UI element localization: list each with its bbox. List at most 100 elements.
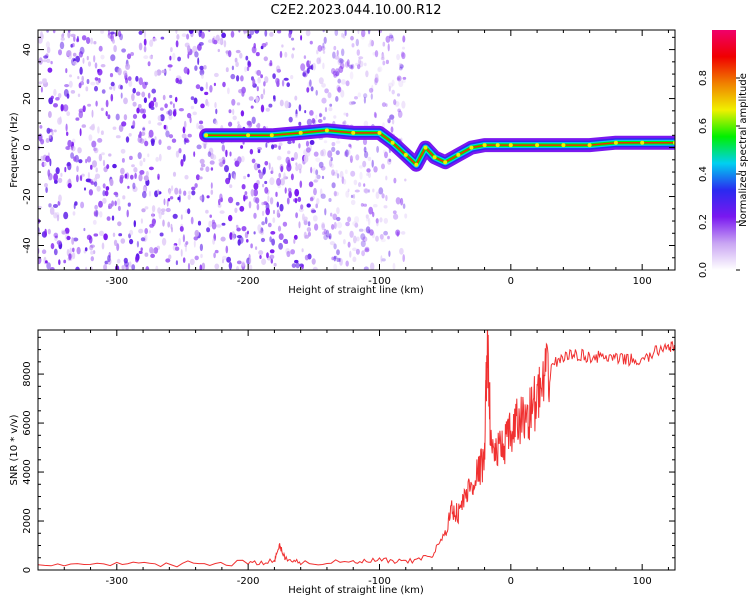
noise-speckle <box>303 216 308 221</box>
noise-speckle <box>211 221 217 230</box>
noise-speckle <box>98 200 103 208</box>
noise-speckle <box>251 158 256 164</box>
noise-speckle <box>85 158 88 164</box>
noise-speckle <box>77 93 81 98</box>
noise-speckle <box>373 111 377 118</box>
noise-speckle <box>252 78 256 87</box>
noise-speckle <box>387 235 390 240</box>
noise-speckle <box>331 68 336 75</box>
noise-speckle <box>192 111 197 116</box>
noise-speckle <box>79 46 85 55</box>
noise-speckle <box>56 240 62 245</box>
noise-speckle <box>218 198 221 206</box>
noise-speckle <box>116 243 120 252</box>
noise-speckle <box>322 50 326 54</box>
noise-speckle <box>390 36 395 42</box>
noise-speckle <box>157 189 160 195</box>
noise-speckle <box>148 129 154 138</box>
noise-speckle <box>123 97 128 105</box>
noise-speckle <box>137 136 143 143</box>
noise-speckle <box>277 225 282 232</box>
noise-speckle <box>169 94 173 99</box>
noise-speckle <box>140 131 146 136</box>
noise-speckle <box>183 190 187 196</box>
noise-speckle <box>329 103 333 107</box>
noise-speckle <box>59 116 62 124</box>
noise-speckle <box>344 169 348 174</box>
noise-speckle <box>352 221 358 227</box>
noise-speckle <box>131 93 135 102</box>
noise-speckle <box>112 163 117 169</box>
noise-speckle <box>66 50 72 57</box>
noise-speckle <box>257 122 261 129</box>
noise-speckle <box>314 223 319 231</box>
noise-speckle <box>354 216 360 224</box>
noise-speckle <box>349 144 352 149</box>
noise-speckle <box>65 123 68 132</box>
noise-speckle <box>258 171 264 180</box>
noise-speckle <box>248 201 252 209</box>
noise-speckle <box>318 77 324 85</box>
noise-speckle <box>98 153 103 162</box>
snr-x-tick-label: -100 <box>368 576 391 587</box>
noise-speckle <box>86 234 92 240</box>
noise-speckle <box>205 209 209 214</box>
noise-speckle <box>350 35 354 41</box>
noise-speckle <box>71 43 75 48</box>
noise-speckle <box>390 126 394 133</box>
noise-speckle <box>377 67 381 73</box>
noise-speckle <box>48 134 52 139</box>
noise-speckle <box>233 173 236 180</box>
noise-speckle <box>309 79 312 87</box>
noise-speckle <box>297 163 303 171</box>
noise-speckle <box>290 75 294 80</box>
noise-speckle <box>360 203 364 207</box>
noise-speckle <box>358 60 364 68</box>
signal-trace-point <box>324 128 329 133</box>
noise-speckle <box>198 42 204 46</box>
noise-speckle <box>290 173 294 181</box>
noise-speckle <box>314 174 320 182</box>
noise-speckle <box>363 183 366 187</box>
noise-speckle <box>154 101 158 108</box>
noise-speckle <box>151 211 154 220</box>
noise-speckle <box>323 116 326 121</box>
noise-speckle <box>101 89 106 94</box>
noise-speckle <box>190 216 194 225</box>
noise-speckle <box>130 52 135 56</box>
noise-speckle <box>178 188 182 195</box>
noise-speckle <box>367 156 372 162</box>
noise-speckle <box>61 230 66 235</box>
noise-speckle <box>160 36 165 40</box>
noise-speckle <box>152 38 157 42</box>
noise-speckle <box>271 166 274 174</box>
noise-speckle <box>227 87 230 95</box>
noise-speckle <box>310 166 313 174</box>
noise-speckle <box>194 255 199 261</box>
noise-speckle <box>67 139 72 148</box>
noise-speckle <box>53 248 58 256</box>
noise-speckle <box>71 145 76 152</box>
noise-speckle <box>360 240 366 248</box>
noise-speckle <box>178 108 184 112</box>
noise-speckle <box>157 173 160 180</box>
noise-speckle <box>334 68 340 77</box>
noise-speckle <box>201 194 205 203</box>
noise-speckle <box>58 194 62 203</box>
noise-speckle <box>143 175 149 182</box>
noise-speckle <box>44 183 48 188</box>
noise-speckle <box>93 55 96 63</box>
noise-speckle <box>176 34 180 40</box>
noise-speckle <box>221 222 226 226</box>
noise-speckle <box>207 151 212 158</box>
noise-speckle <box>255 52 260 57</box>
signal-trace-point <box>298 130 303 135</box>
noise-speckle <box>78 110 84 119</box>
noise-speckle <box>115 113 120 121</box>
noise-speckle <box>240 75 244 82</box>
noise-speckle <box>192 45 198 54</box>
noise-speckle <box>363 96 366 104</box>
noise-speckle <box>170 223 173 230</box>
signal-trace-point <box>432 155 437 160</box>
